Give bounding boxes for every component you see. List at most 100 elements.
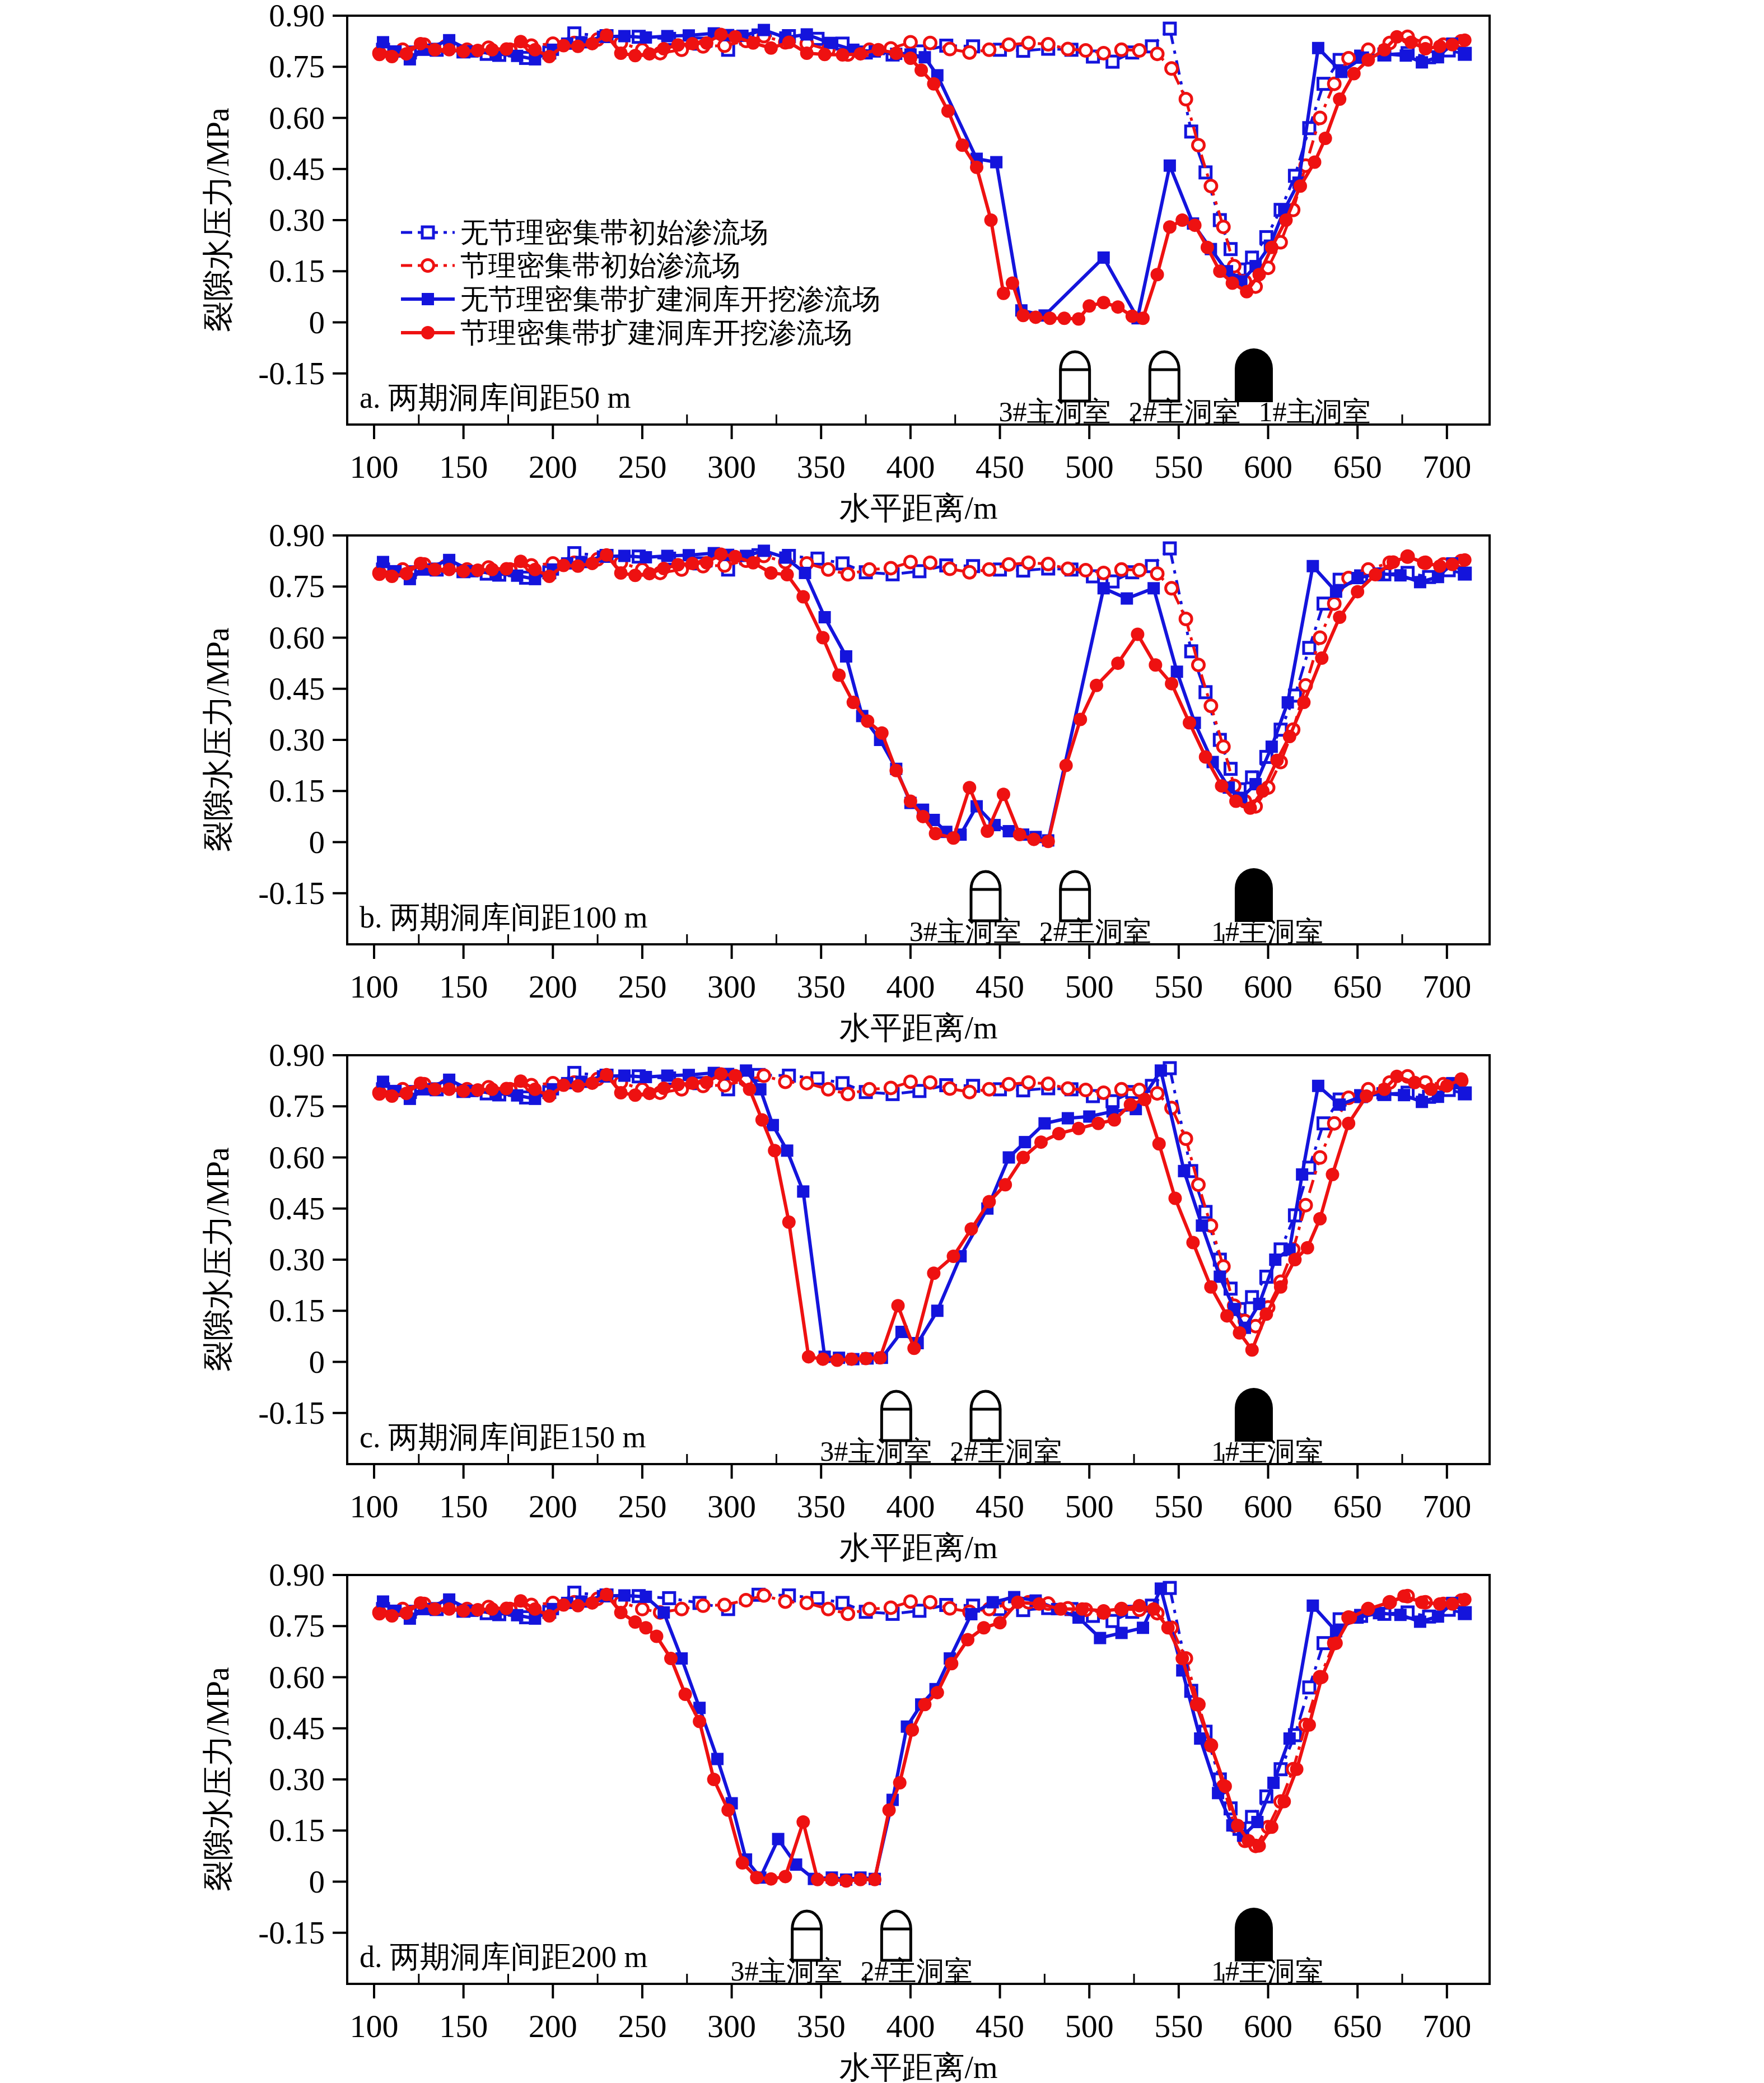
marker-filled-square [640,1071,652,1083]
marker-filled-square [819,611,831,623]
x-tick-label: 400 [886,1488,935,1525]
marker-open-circle [1023,557,1034,568]
x-tick-label: 150 [439,968,488,1005]
marker-filled-square [1333,1098,1346,1111]
y-tick-label: -0.15 [258,356,325,391]
marker-filled-circle [543,570,556,583]
marker-filled-circle [671,38,685,52]
marker-filled-circle [373,48,386,61]
marker-open-circle [1328,598,1340,609]
marker-open-circle [1192,659,1204,671]
marker-open-circle [864,1083,875,1095]
x-tick-label: 500 [1065,2008,1114,2044]
marker-open-circle [1180,1133,1192,1145]
marker-open-circle [1080,565,1091,576]
marker-filled-circle [768,1144,781,1157]
marker-filled-circle [557,1599,570,1612]
marker-open-square [1304,642,1315,654]
x-tick-label: 450 [976,2008,1024,2044]
x-tick-label: 450 [976,1488,1024,1525]
y-tick-label: 0.75 [269,1088,325,1124]
marker-open-square [1304,1682,1315,1693]
x-axis-title: 水平距离/m [839,1530,997,1565]
tunnel-1-filled [1235,1908,1273,1961]
marker-filled-circle [853,1873,867,1886]
marker-filled-circle [1440,1079,1454,1093]
marker-filled-circle [781,568,794,581]
marker-filled-circle [1215,779,1228,793]
marker-open-circle [1180,613,1192,625]
marker-open-circle [1205,180,1217,192]
marker-filled-circle [743,1083,757,1096]
y-tick-label: 0.60 [269,100,325,136]
y-tick-label: -0.15 [258,875,325,911]
marker-filled-circle [1072,1122,1085,1135]
marker-filled-square [618,550,631,562]
y-tick-label: 0.75 [269,1608,325,1643]
marker-filled-circle [1378,43,1391,57]
marker-open-circle [904,36,916,48]
x-tick-label: 100 [350,449,399,485]
x-tick-label: 450 [976,449,1024,485]
y-axis-title: 裂隙水压力/MPa [200,627,235,852]
marker-open-circle [904,1076,916,1088]
marker-filled-circle [650,1630,663,1643]
y-axis-title: 裂隙水压力/MPa [200,1667,235,1891]
marker-filled-square [1330,585,1342,598]
marker-filled-circle [399,1606,413,1620]
marker-filled-square [779,552,791,564]
marker-filled-circle [1168,1192,1182,1205]
y-tick-label: 0.30 [269,1242,325,1277]
marker-filled-circle [964,1222,978,1236]
marker-filled-circle [471,1603,484,1616]
x-tick-label: 350 [797,968,846,1005]
marker-open-circle [864,1603,875,1615]
marker-open-circle [823,563,834,575]
marker-filled-circle [586,1596,599,1610]
marker-open-circle [1023,1077,1034,1088]
x-tick-label: 700 [1422,2008,1471,2044]
marker-open-square [914,1605,925,1616]
marker-filled-circle [892,1299,905,1312]
marker-open-circle [758,1070,770,1082]
marker-filled-circle [1163,220,1177,234]
marker-filled-circle [1244,801,1257,815]
marker-filled-circle [1147,1602,1160,1616]
marker-filled-circle [457,45,470,58]
marker-filled-circle [486,563,499,576]
marker-filled-circle [1319,132,1332,145]
marker-filled-circle [1175,1652,1189,1665]
marker-filled-square [511,1609,523,1621]
marker-filled-square [1094,1632,1106,1644]
y-tick-label: 0.90 [269,1557,325,1592]
marker-filled-circle [557,1079,570,1092]
marker-filled-circle [1369,568,1382,581]
x-tick-label: 300 [707,2008,756,2044]
marker-filled-square [711,1753,724,1765]
marker-filled-circle [929,827,942,840]
marker-open-circle [904,556,916,568]
marker-filled-circle [927,77,940,91]
marker-filled-circle [729,550,742,563]
x-tick-label: 300 [707,968,756,1005]
marker-filled-square [1416,56,1428,68]
marker-filled-circle [1333,92,1346,106]
marker-filled-circle [1313,1212,1327,1225]
marker-open-circle [718,1599,730,1611]
marker-filled-square [1269,1253,1281,1266]
legend-label: 节理密集带扩建洞库开挖渗流场 [460,317,852,348]
marker-filled-circle [1256,784,1270,798]
tunnel-1-filled [1235,1388,1273,1442]
marker-filled-circle [927,1266,940,1280]
panel-caption: a. 两期洞库间距50 m [360,381,631,414]
marker-filled-circle [883,1804,896,1817]
marker-filled-square [1432,1610,1444,1623]
marker-filled-square [1312,42,1324,54]
marker-filled-circle [1265,1820,1278,1834]
marker-open-circle [885,1602,897,1614]
marker-open-circle [842,1608,854,1620]
marker-filled-circle [1149,658,1162,672]
marker-filled-circle [571,40,585,53]
marker-filled-square [1459,1606,1471,1619]
marker-open-circle [1062,1083,1074,1094]
